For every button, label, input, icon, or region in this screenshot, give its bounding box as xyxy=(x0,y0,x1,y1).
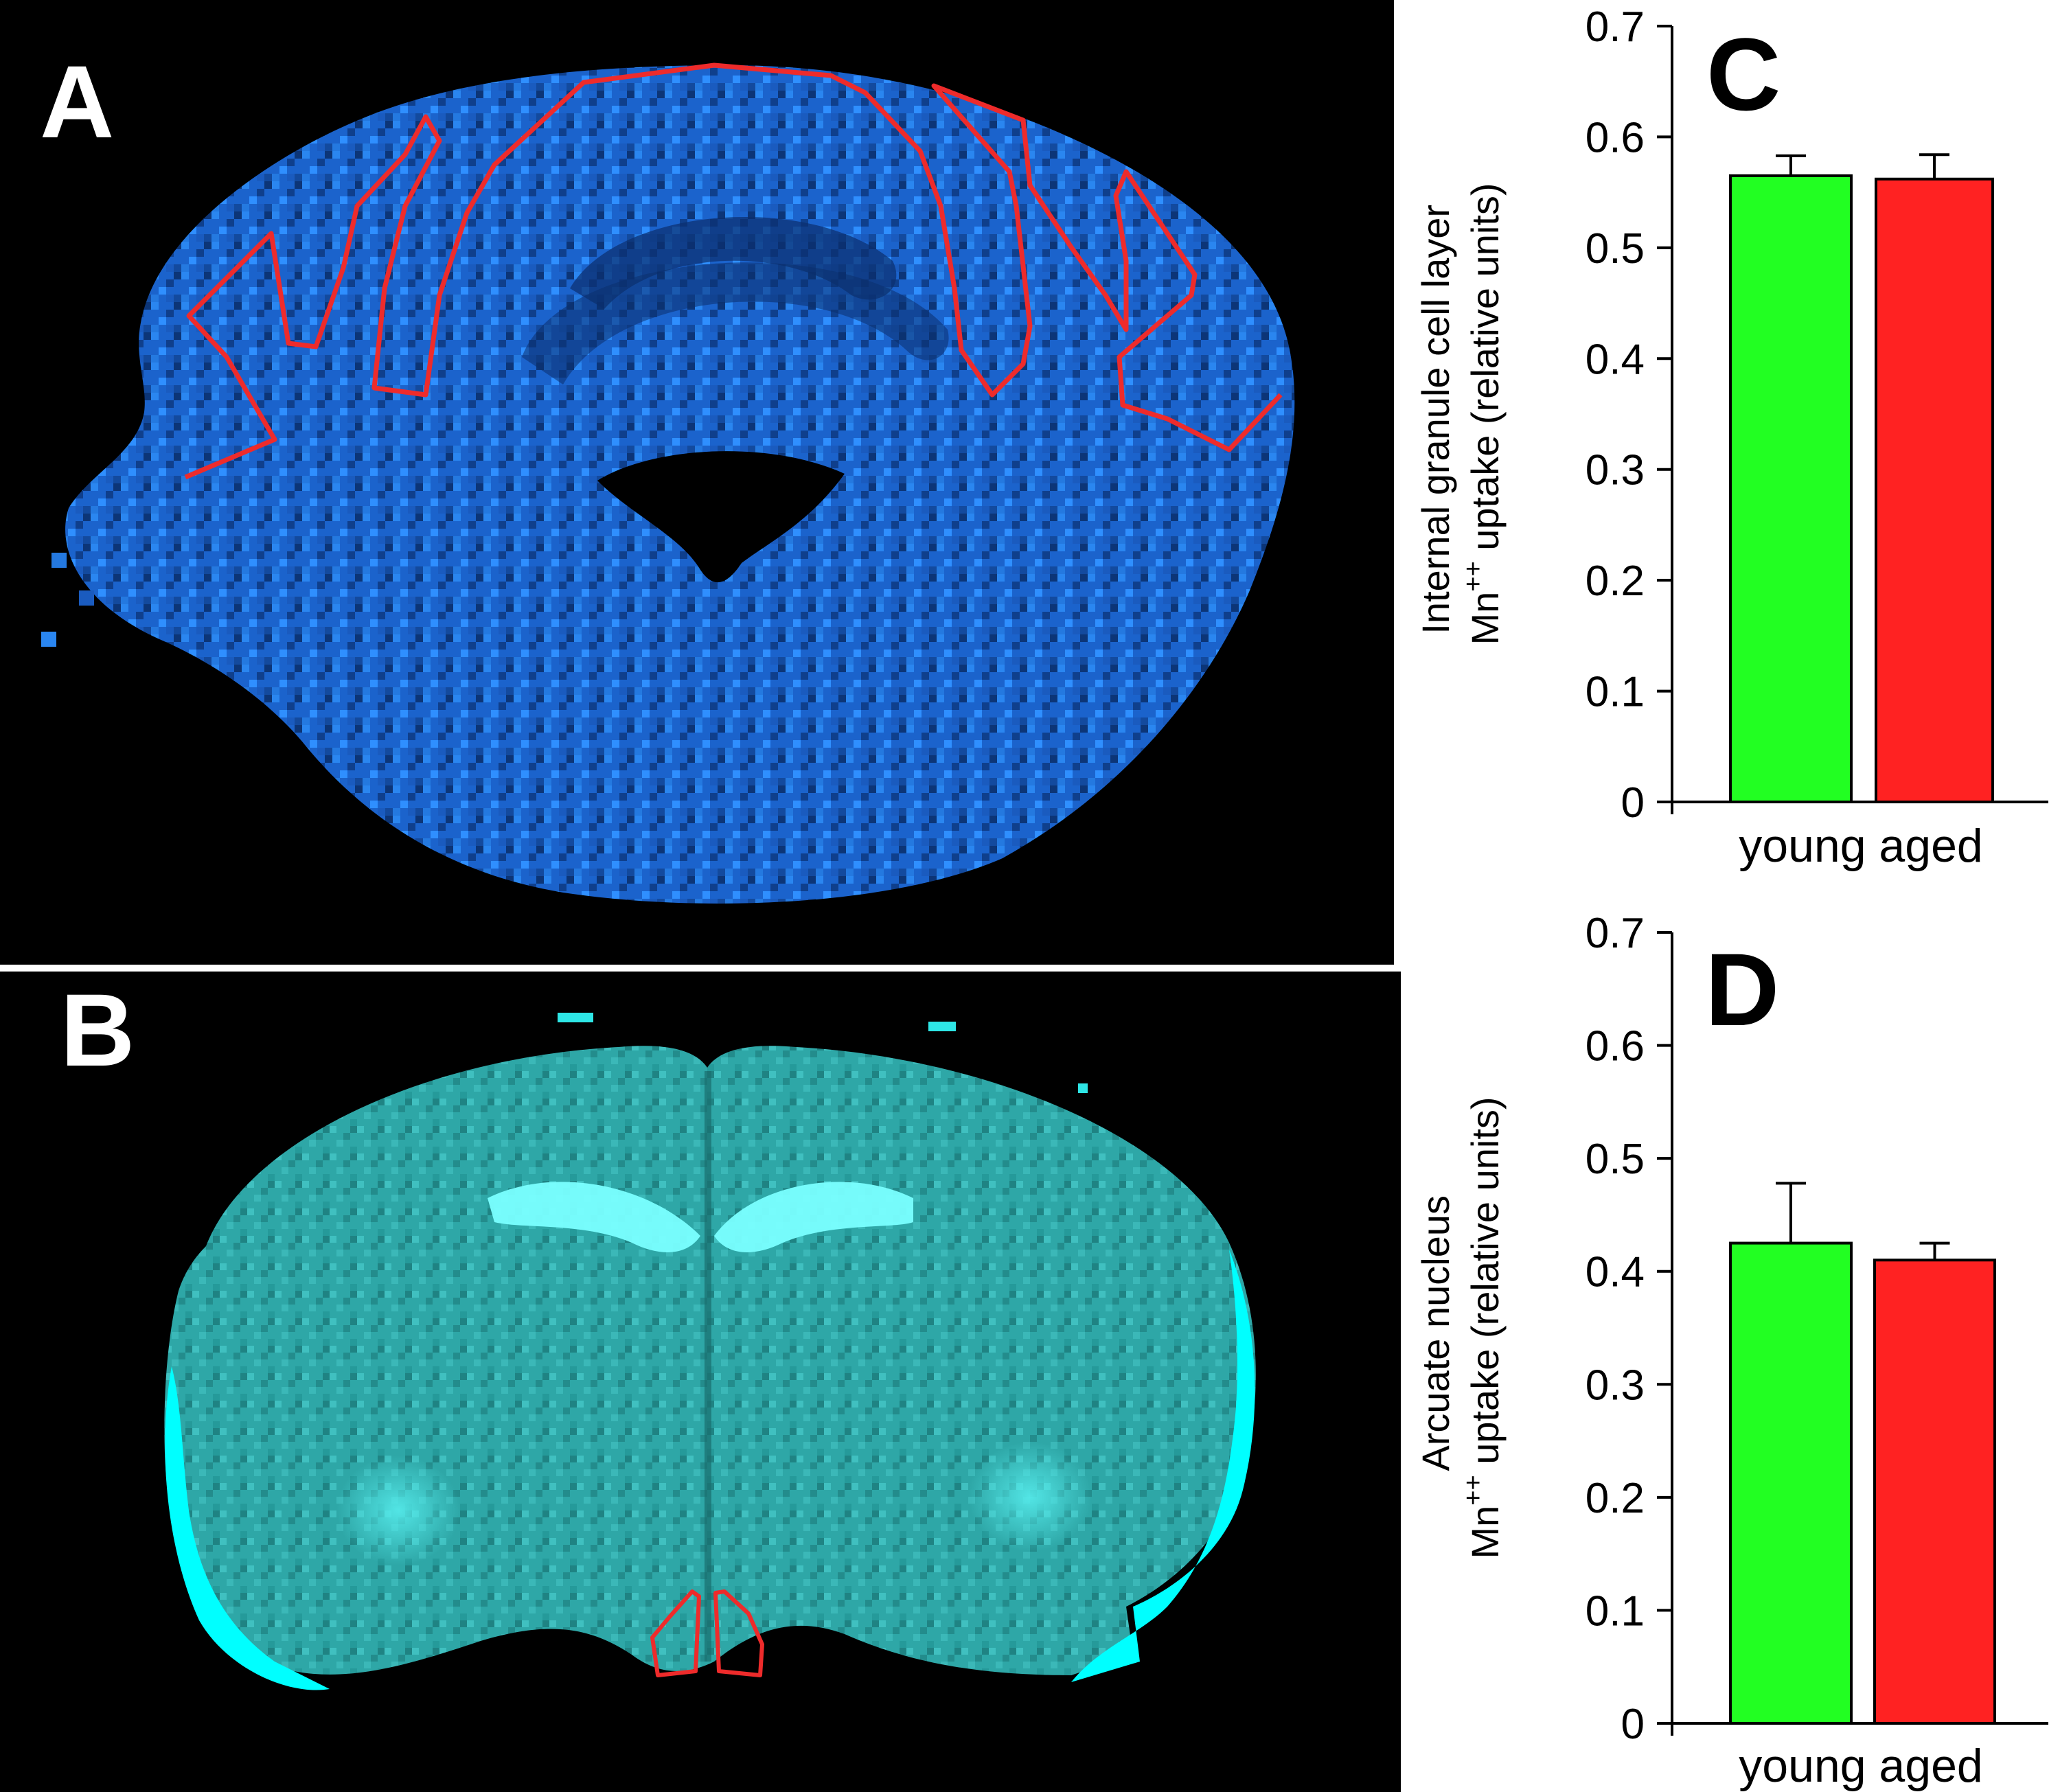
y-tick-label: 0.2 xyxy=(1586,1475,1645,1522)
stray-pixel xyxy=(79,590,94,606)
chart-d: 0 0.1 0.2 0.3 0.4 0.5 0.6 0.7 D young aged Arcu… xyxy=(1414,910,2048,1792)
white-matter-bright xyxy=(488,1182,700,1252)
y-axis-title-line-2-rest: uptake (relative units) xyxy=(1463,1096,1507,1475)
bars xyxy=(1729,1182,1996,1725)
panel-a: A xyxy=(0,0,1394,965)
stray-pixel xyxy=(558,1013,593,1022)
y-axis-title: Internal granule cell layer Mn++ uptake … xyxy=(1414,183,1507,645)
y-tick-label: 0.7 xyxy=(1586,3,1645,51)
stray-pixel xyxy=(52,553,67,568)
midline xyxy=(705,1071,711,1662)
y-axis-title-line-2: Mn xyxy=(1463,592,1507,645)
y-tick-label: 0.5 xyxy=(1586,1136,1645,1183)
cerebellum-mri-blue xyxy=(41,65,1295,904)
roi-outlines-a xyxy=(184,62,1283,480)
y-axis-title-line-2: Mn xyxy=(1463,1506,1507,1559)
white-matter-bright xyxy=(714,1182,913,1252)
y-axis-title-line-2-rest: uptake (relative units) xyxy=(1463,183,1507,561)
roi-outlines-b xyxy=(650,1589,764,1677)
folia-band-1 xyxy=(570,216,897,309)
bar-young xyxy=(1729,174,1853,803)
stray-pixel xyxy=(928,1022,956,1031)
bright-rim-right xyxy=(1071,1250,1255,1682)
y-axis-title-superscript: ++ xyxy=(1459,1475,1488,1505)
y-tick-label: 0.5 xyxy=(1586,225,1645,273)
glow-region xyxy=(968,1442,1092,1552)
y-tick-label: 0.6 xyxy=(1586,114,1645,161)
panel-b: B xyxy=(0,972,1401,1792)
y-tick-label: 0.4 xyxy=(1586,336,1645,383)
y-axis-title-superscript: ++ xyxy=(1459,561,1488,591)
y-axis-title-line-1: Arcuate nucleus xyxy=(1414,1195,1457,1471)
y-tick-label: 0 xyxy=(1621,779,1645,827)
bar-aged xyxy=(1873,1259,1996,1725)
bar-young xyxy=(1729,1241,1853,1725)
y-ticks: 0 0.1 0.2 0.3 0.4 0.5 0.6 0.7 xyxy=(1586,910,1672,1748)
y-tick-label: 0 xyxy=(1621,1701,1645,1748)
y-tick-label: 0.6 xyxy=(1586,1023,1645,1070)
y-tick-label: 0.1 xyxy=(1586,669,1645,716)
y-ticks: 0 0.1 0.2 0.3 0.4 0.5 0.6 0.7 xyxy=(1586,3,1672,827)
y-tick-label: 0.1 xyxy=(1586,1587,1645,1635)
panel-letter-d: D xyxy=(1705,932,1779,1047)
y-tick-label: 0.3 xyxy=(1586,447,1645,494)
roi-outline-right xyxy=(713,1589,764,1677)
category-labels: young aged xyxy=(1739,1740,1982,1792)
bars xyxy=(1729,153,1994,803)
bright-rim-left xyxy=(165,1366,330,1690)
y-tick-label: 0.7 xyxy=(1586,910,1645,957)
panel-letter-b: B xyxy=(60,972,135,1088)
y-tick-label: 0.4 xyxy=(1586,1249,1645,1296)
y-tick-label: 0.3 xyxy=(1586,1362,1645,1409)
roi-outline-left xyxy=(650,1589,701,1677)
panel-letter-c: C xyxy=(1706,16,1781,132)
fourth-ventricle xyxy=(597,451,845,583)
folia-band-2 xyxy=(522,262,949,384)
bar-aged xyxy=(1875,177,1994,803)
y-tick-label: 0.2 xyxy=(1586,558,1645,605)
y-axis-title-line-1: Internal granule cell layer xyxy=(1414,205,1457,634)
y-axis-title: Arcuate nucleus Mn++ uptake (relative un… xyxy=(1414,1096,1507,1559)
chart-c: 0 0.1 0.2 0.3 0.4 0.5 0.6 0.7 C young aged Inte… xyxy=(1414,3,2048,872)
glow-region xyxy=(336,1456,460,1565)
stray-pixel xyxy=(41,632,56,647)
roi-outline xyxy=(184,62,1283,480)
category-labels: young aged xyxy=(1739,820,1982,872)
stray-pixel xyxy=(1078,1083,1088,1093)
forebrain-mri-cyan xyxy=(164,1013,1256,1690)
panel-letter-a: A xyxy=(40,44,114,159)
